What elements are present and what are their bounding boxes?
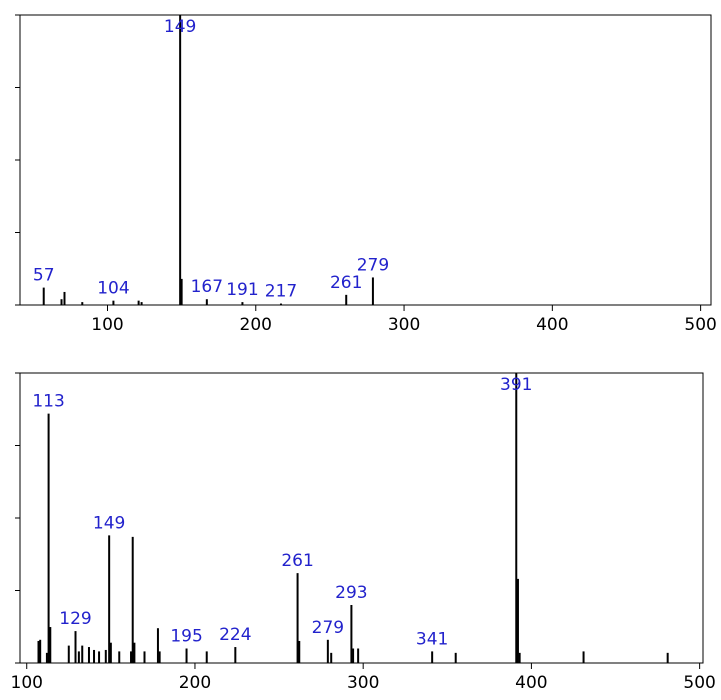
- peak-label: 129: [59, 609, 91, 629]
- peak-label: 279: [312, 618, 344, 638]
- x-tick-label: 400: [536, 315, 568, 335]
- peak-label: 149: [164, 17, 196, 37]
- peak-label: 293: [335, 583, 367, 603]
- x-tick-label: 300: [388, 315, 420, 335]
- x-tick-label: 100: [11, 673, 43, 693]
- peak-label: 224: [219, 625, 251, 645]
- peak-label: 261: [330, 273, 362, 293]
- peak-label: 279: [357, 255, 389, 275]
- peak-label: 149: [93, 513, 125, 533]
- x-tick-label: 200: [240, 315, 272, 335]
- x-tick-label: 100: [91, 315, 123, 335]
- peak-label: 104: [97, 279, 129, 299]
- peak-label: 217: [265, 282, 297, 302]
- x-tick-label: 500: [683, 673, 715, 693]
- peak-label: 191: [226, 280, 258, 300]
- peak-label: 195: [170, 627, 202, 647]
- peak-label: 341: [416, 629, 448, 649]
- peak-label: 391: [500, 375, 532, 395]
- x-tick-label: 500: [684, 315, 716, 335]
- peak-label: 57: [33, 266, 55, 286]
- peak-label: 261: [281, 551, 313, 571]
- peak-label: 167: [191, 277, 223, 297]
- peak-label: 113: [32, 392, 64, 412]
- x-tick-label: 300: [347, 673, 379, 693]
- x-tick-label: 400: [515, 673, 547, 693]
- x-tick-label: 200: [179, 673, 211, 693]
